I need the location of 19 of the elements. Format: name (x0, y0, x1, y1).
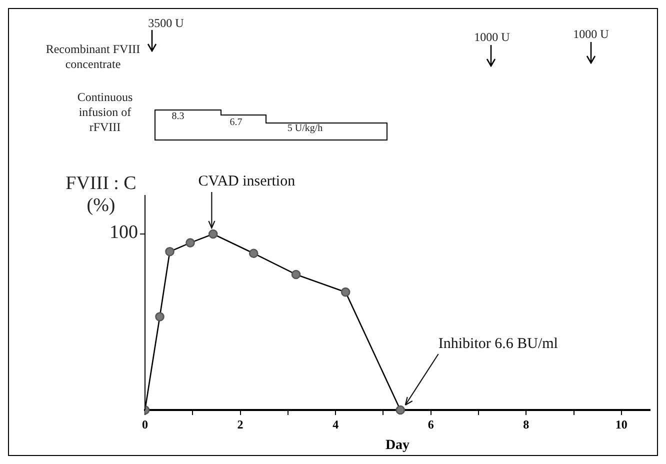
text: 6.7 (228, 116, 244, 130)
text: 1000 U (572, 27, 610, 42)
y-axis-title: FVIII : C (%) (64, 173, 138, 217)
x-tick-label: 0 (142, 417, 148, 432)
text: Continuous infusion of rFVIII (76, 90, 134, 135)
text: 1000 U (473, 30, 511, 45)
x-tick-label: 10 (615, 417, 628, 432)
x-tick-label: 6 (428, 417, 434, 432)
annotation: Inhibitor 6.6 BU/ml (438, 336, 558, 352)
text: 5 U/kg/h (286, 122, 324, 136)
text: 3500 U (147, 16, 185, 31)
text: 100 (108, 222, 138, 244)
x-tick-label: 8 (523, 417, 530, 432)
text: 8.3 (170, 110, 186, 124)
x-tick-label: 4 (332, 417, 339, 432)
annotation: CVAD insertion (198, 173, 296, 190)
text: Recombinant FVIII concentrate (44, 42, 142, 72)
x-axis-title: Day (385, 438, 410, 454)
x-tick-label: 2 (237, 417, 244, 432)
